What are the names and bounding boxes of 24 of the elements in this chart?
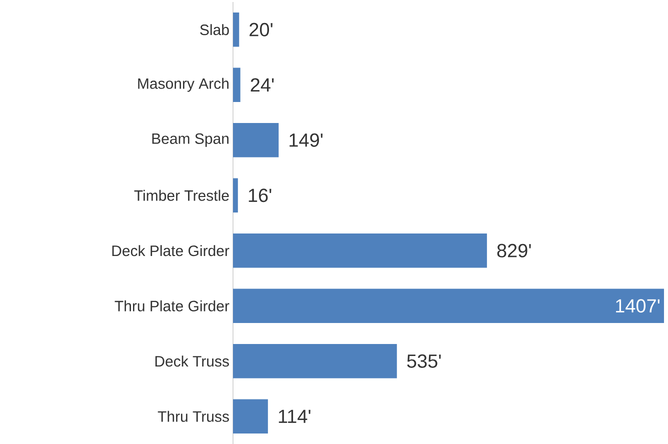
data-label: 24' xyxy=(250,78,274,92)
y-tick-label: Beam Span xyxy=(152,133,228,147)
data-label: 829' xyxy=(497,244,531,258)
data-label: 535' xyxy=(407,354,441,368)
y-tick-label: Thru Truss xyxy=(158,410,229,422)
y-tick-label: Thru Plate Girder xyxy=(114,300,230,312)
data-label: 114' xyxy=(278,410,310,423)
y-tick-label: Timber Trestle xyxy=(134,190,229,201)
bar xyxy=(233,12,240,47)
data-label: 1407' xyxy=(616,299,660,313)
bar xyxy=(233,233,487,268)
y-tick-label: Masonry Arch xyxy=(138,78,228,92)
y-tick-label: Slab xyxy=(200,24,229,36)
data-label: 16' xyxy=(248,188,272,202)
bar xyxy=(233,288,664,323)
bar xyxy=(233,178,238,212)
bar xyxy=(233,344,397,378)
bar xyxy=(233,68,240,102)
y-tick-label: Deck Truss xyxy=(155,356,229,367)
bar xyxy=(233,399,268,434)
y-tick-label: Deck Plate Girder xyxy=(112,245,230,256)
data-label: 149' xyxy=(290,133,323,147)
data-label: 20' xyxy=(250,22,272,36)
bar xyxy=(233,122,279,158)
